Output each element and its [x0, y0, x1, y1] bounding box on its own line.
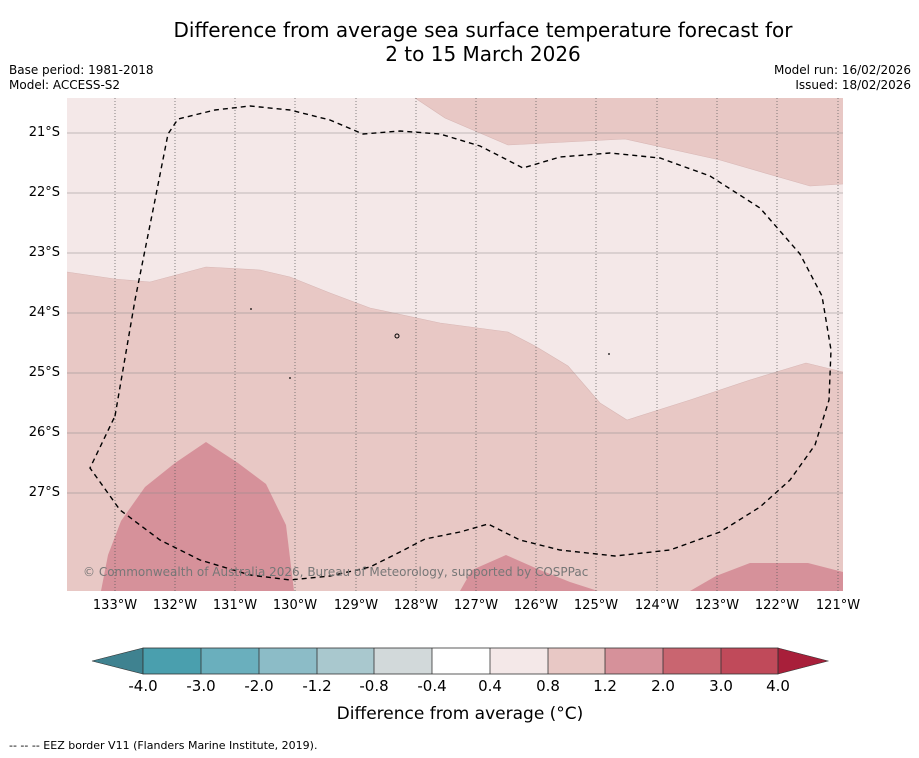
lat-gridlines: [67, 132, 843, 494]
lon-label: 122°W: [754, 598, 800, 613]
colorbar-tick: -2.0: [244, 677, 274, 695]
colorbar-tick: 2.0: [651, 677, 675, 695]
lon-label: 130°W: [272, 598, 318, 613]
lat-label: 22°S: [28, 185, 60, 200]
lon-gridlines: [114, 98, 839, 591]
lat-label: 23°S: [28, 245, 60, 260]
island-1: [394, 333, 400, 339]
colorbar-seg-10: [663, 648, 721, 674]
region-dark-sw: [101, 442, 294, 591]
colorbar-seg-6: [432, 648, 490, 674]
colorbar-tick: 1.2: [593, 677, 617, 695]
footer-note: -- -- -- EEZ border V11 (Flanders Marine…: [9, 739, 318, 752]
eez-border: [89, 105, 832, 581]
title-line-1: Difference from average sea surface temp…: [173, 18, 793, 42]
colorbar-tick: -0.8: [359, 677, 389, 695]
lon-label: 133°W: [92, 598, 138, 613]
colorbar-tick: 4.0: [766, 677, 790, 695]
lon-label: 131°W: [212, 598, 258, 613]
contour-line-mid: [66, 266, 844, 421]
colorbar-seg-7: [490, 648, 548, 674]
colorbar-tick: -3.0: [186, 677, 216, 695]
colorbar-tick: 0.8: [536, 677, 560, 695]
lat-label: 24°S: [28, 305, 60, 320]
model-run: Model run: 16/02/2026: [773, 63, 911, 77]
map-title: Difference from average sea surface temp…: [0, 18, 919, 66]
meta-right: Model run: 16/02/2026 Issued: 18/02/2026: [774, 63, 911, 93]
colorbar-seg-9: [605, 648, 663, 674]
lon-label: 128°W: [393, 598, 439, 613]
lon-label: 132°W: [152, 598, 198, 613]
colorbar-tick: -4.0: [128, 677, 158, 695]
region-dark-se: [690, 563, 843, 591]
colorbar-seg-4: [317, 648, 374, 674]
lon-label: 121°W: [815, 598, 861, 613]
region-light: [67, 98, 843, 420]
island-3: [289, 377, 291, 379]
colorbar-seg-11: [721, 648, 778, 674]
lon-label: 126°W: [513, 598, 559, 613]
region-dark-s: [460, 555, 598, 591]
lon-label: 124°W: [634, 598, 680, 613]
colorbar-seg-1: [143, 648, 201, 674]
colorbar-tick: 0.4: [478, 677, 502, 695]
lon-label: 129°W: [333, 598, 379, 613]
lon-label: 123°W: [694, 598, 740, 613]
lat-label: 27°S: [28, 485, 60, 500]
model-name: Model: ACCESS-S2: [9, 78, 121, 92]
colorbar: [91, 647, 830, 675]
colorbar-seg-8: [548, 648, 605, 674]
colorbar-seg-2: [201, 648, 259, 674]
colorbar-tick: -0.4: [417, 677, 447, 695]
lat-label: 26°S: [28, 425, 60, 440]
island-2: [250, 308, 252, 310]
colorbar-seg-3: [259, 648, 317, 674]
contour-line-top: [414, 97, 844, 187]
issued-date: Issued: 18/02/2026: [795, 78, 911, 92]
colorbar-title: Difference from average (°C): [336, 704, 584, 724]
colorbar-seg-5: [374, 648, 432, 674]
colorbar-tick: -1.2: [302, 677, 332, 695]
lon-label: 125°W: [573, 598, 619, 613]
copyright-notice: © Commonwealth of Australia 2026, Bureau…: [83, 565, 589, 579]
meta-left: Base period: 1981-2018 Model: ACCESS-S2: [9, 63, 154, 93]
lon-label: 127°W: [453, 598, 499, 613]
island-4: [608, 353, 610, 355]
colorbar-frame: [142, 647, 779, 675]
lat-label: 21°S: [28, 125, 60, 140]
title-line-2: 2 to 15 March 2026: [385, 42, 581, 66]
colorbar-tick: 3.0: [709, 677, 733, 695]
lat-label: 25°S: [28, 365, 60, 380]
colorbar-extend-high: [777, 647, 830, 675]
colorbar-extend-low: [91, 647, 144, 675]
base-period: Base period: 1981-2018: [9, 63, 154, 77]
